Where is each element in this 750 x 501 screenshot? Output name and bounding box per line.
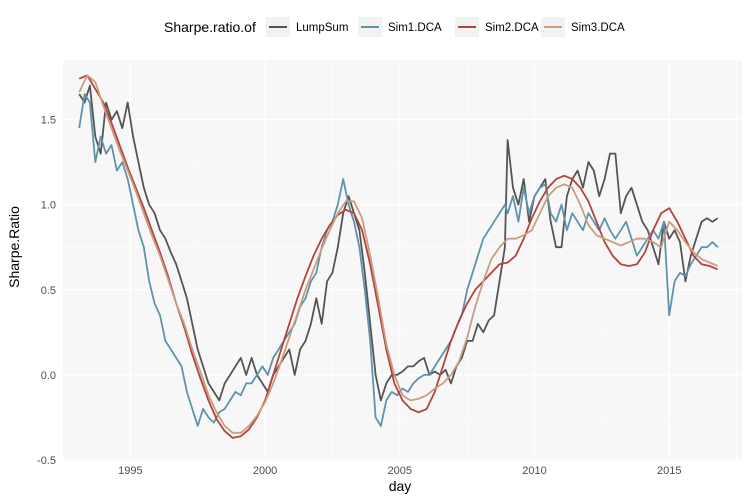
legend-label: Sim1.DCA bbox=[388, 22, 442, 34]
y-tick-labels: -0.5 0.0 0.5 1.0 1.5 bbox=[37, 115, 56, 467]
x-tick-label: 2000 bbox=[253, 465, 277, 477]
series-line-sim2-dca bbox=[78, 74, 719, 439]
x-tick-label: 2010 bbox=[522, 465, 546, 477]
legend-label: LumpSum bbox=[296, 22, 348, 34]
y-tick-label: 1.5 bbox=[41, 115, 56, 127]
y-tick-label: 0.5 bbox=[41, 285, 56, 297]
legend-title: Sharpe.ratio.of bbox=[164, 19, 256, 35]
y-tick-label: -0.5 bbox=[37, 455, 56, 467]
x-tick-label: 2005 bbox=[388, 465, 412, 477]
series-line-sim1-dca bbox=[78, 93, 719, 427]
legend-label: Sim3.DCA bbox=[571, 22, 625, 34]
x-axis-title: day bbox=[389, 478, 412, 494]
x-tick-labels: 1995 2000 2005 2010 2015 bbox=[118, 465, 681, 477]
legend-label: Sim2.DCA bbox=[485, 22, 539, 34]
legend: Sharpe.ratio.of LumpSum Sim1.DCA Sim2.DCA S… bbox=[164, 17, 625, 37]
x-tick-label: 2015 bbox=[657, 465, 681, 477]
y-axis-title: Sharpe.Ratio bbox=[6, 206, 22, 288]
x-tick-label: 1995 bbox=[118, 465, 142, 477]
grid-lines bbox=[63, 60, 742, 461]
series-line-lumpsum bbox=[78, 84, 719, 402]
series-lines bbox=[78, 74, 719, 439]
y-tick-label: 0.0 bbox=[41, 370, 56, 382]
y-tick-label: 1.0 bbox=[41, 200, 56, 212]
series-line-sim3-dca bbox=[78, 74, 719, 434]
